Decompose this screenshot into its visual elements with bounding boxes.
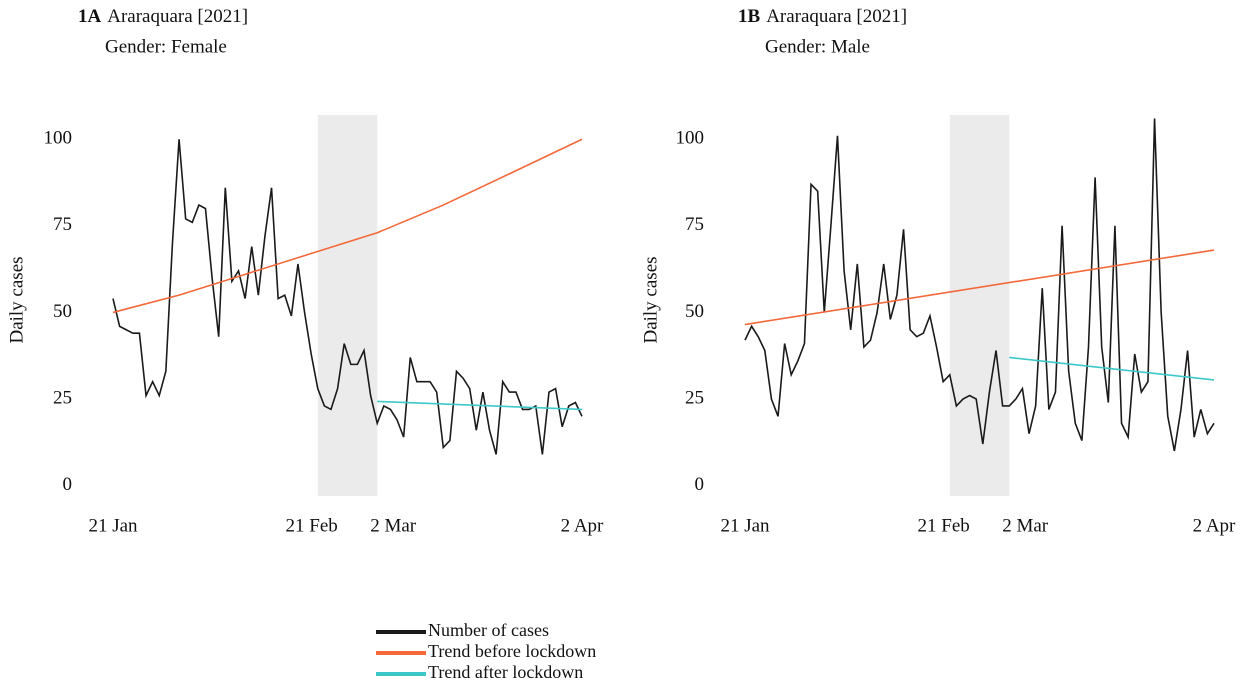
series-line bbox=[112, 139, 583, 455]
title: Araraquara [2021] bbox=[107, 6, 248, 27]
y-axis-label: Daily cases bbox=[6, 256, 27, 343]
subtitle: Gender: Male bbox=[765, 36, 870, 57]
y-tick-label: 75 bbox=[685, 214, 704, 235]
y-tick-label: 50 bbox=[53, 301, 72, 322]
y-tick-label: 0 bbox=[695, 474, 705, 495]
subtitle: Gender: Female bbox=[105, 36, 227, 57]
x-tick-label: 21 Jan bbox=[88, 515, 138, 536]
panel-title: 1B Araraquara [2021] bbox=[738, 6, 907, 27]
y-tick-label: 100 bbox=[44, 128, 73, 149]
panel-label: 1B bbox=[738, 6, 761, 27]
y-tick-label: 0 bbox=[63, 474, 73, 495]
x-tick-label: 21 Feb bbox=[286, 515, 338, 536]
lockdown-region bbox=[949, 115, 1010, 496]
x-tick-label: 2 Apr bbox=[1193, 515, 1236, 536]
series-line bbox=[112, 138, 583, 314]
series-line bbox=[1009, 356, 1215, 381]
y-tick-label: 25 bbox=[685, 387, 704, 408]
y-axis-label: Daily cases bbox=[640, 256, 661, 343]
y-tick-label: 50 bbox=[685, 301, 704, 322]
x-tick-label: 2 Mar bbox=[370, 515, 417, 536]
panel-label: 1A bbox=[78, 6, 102, 27]
title: Araraquara [2021] bbox=[766, 6, 907, 27]
x-tick-label: 21 Jan bbox=[720, 515, 770, 536]
series-line bbox=[744, 118, 1215, 452]
legend-label: Trend before lockdown bbox=[428, 641, 596, 661]
panel-title: 1A Araraquara [2021] bbox=[78, 6, 248, 27]
lockdown-region bbox=[317, 115, 378, 496]
x-tick-label: 21 Feb bbox=[918, 515, 970, 536]
y-tick-label: 75 bbox=[53, 214, 72, 235]
x-tick-label: 2 Apr bbox=[561, 515, 604, 536]
y-tick-label: 100 bbox=[676, 128, 705, 149]
y-tick-label: 25 bbox=[53, 387, 72, 408]
series-line bbox=[377, 400, 583, 411]
legend-label: Trend after lockdown bbox=[428, 662, 583, 681]
legend-label: Number of cases bbox=[428, 620, 549, 640]
x-tick-label: 2 Mar bbox=[1002, 515, 1049, 536]
series-line bbox=[744, 249, 1215, 326]
